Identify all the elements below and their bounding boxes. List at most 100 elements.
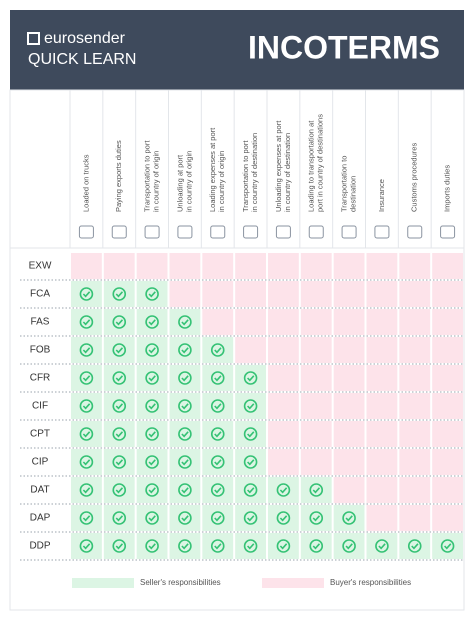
buyer-cell [202, 253, 234, 279]
row-label: DAT [30, 485, 49, 496]
seller-cell [71, 505, 102, 531]
check [181, 543, 189, 550]
check-circle [210, 483, 225, 497]
check [214, 487, 222, 494]
buyer-cell [333, 393, 365, 419]
legend-buyer: Buyer's responsibilities [330, 578, 411, 587]
seller-cell [136, 337, 168, 363]
check-circle [79, 483, 94, 497]
seller-cell [202, 533, 234, 559]
check [115, 319, 124, 326]
buyer-cell [268, 281, 299, 307]
check-circle [407, 539, 422, 553]
check [82, 403, 91, 410]
check [181, 319, 189, 326]
column-icon [440, 225, 456, 239]
check-circle [79, 427, 94, 441]
buyer-cell [399, 505, 431, 531]
buyer-cell [399, 421, 431, 447]
check-circle [178, 371, 192, 385]
column-header: in country of origin [152, 151, 161, 212]
buyer-cell [268, 365, 299, 391]
row-label: EXW [29, 261, 52, 272]
check [115, 431, 124, 438]
title: INCOTERMS [248, 29, 440, 65]
check [148, 347, 156, 354]
column-header: Unloading expenses at port [274, 120, 283, 212]
seller-cell [202, 449, 234, 475]
seller-cell [71, 309, 102, 335]
row-label: FAS [31, 317, 50, 328]
check [181, 515, 189, 522]
seller-cell [169, 337, 201, 363]
buyer-cell [399, 253, 431, 279]
check [214, 403, 222, 410]
buyer-cell [300, 309, 332, 335]
column-icon [111, 225, 127, 239]
buyer-cell [366, 281, 398, 307]
column-header: Imports duties [443, 165, 452, 212]
seller-cell [169, 533, 201, 559]
seller-cell [136, 365, 168, 391]
seller-cell [136, 449, 168, 475]
column-header: in country of origin [184, 151, 193, 212]
seller-cell [71, 533, 102, 559]
row-label: CIP [32, 457, 49, 468]
check [148, 431, 156, 438]
column-header: Unloading at port [175, 154, 184, 212]
check [82, 487, 91, 494]
column-icon [144, 225, 160, 239]
column-icon [78, 225, 94, 239]
seller-cell [136, 477, 168, 503]
check [82, 291, 91, 298]
buyer-cell [169, 253, 201, 279]
check-circle [112, 539, 127, 553]
check [247, 515, 255, 522]
buyer-cell [268, 253, 299, 279]
check-circle [79, 511, 94, 525]
check-circle [145, 287, 159, 301]
check [148, 515, 156, 522]
check-circle [375, 539, 389, 553]
seller-cell [169, 309, 201, 335]
seller-cell [103, 309, 135, 335]
seller-cell [235, 533, 266, 559]
buyer-cell [300, 337, 332, 363]
check [115, 487, 124, 494]
check-circle [79, 455, 94, 469]
buyer-cell [333, 421, 365, 447]
buyer-cell [333, 281, 365, 307]
check [411, 543, 419, 550]
buyer-cell [300, 253, 332, 279]
buyer-cell [399, 337, 431, 363]
buyer-cell [235, 337, 266, 363]
check-circle [243, 455, 258, 469]
seller-cell [399, 533, 431, 559]
check-circle [112, 315, 127, 329]
check-circle [210, 343, 225, 357]
seller-cell [103, 533, 135, 559]
buyer-cell [136, 253, 168, 279]
seller-cell [71, 477, 102, 503]
buyer-cell [300, 449, 332, 475]
check [148, 319, 156, 326]
buyer-cell [300, 421, 332, 447]
check-circle [309, 539, 324, 553]
check-circle [112, 287, 127, 301]
check-circle [243, 539, 258, 553]
check-circle [243, 399, 258, 413]
buyer-cell [333, 253, 365, 279]
buyer-cell [399, 365, 431, 391]
check [148, 403, 156, 410]
check [247, 431, 255, 438]
seller-cell [268, 505, 299, 531]
check [345, 515, 353, 522]
check [214, 431, 222, 438]
buyer-cell [432, 505, 463, 531]
logo-icon [27, 32, 40, 45]
buyer-cell [432, 309, 463, 335]
check-circle [342, 539, 356, 553]
buyer-cell [300, 365, 332, 391]
row-label: DAP [30, 513, 51, 524]
